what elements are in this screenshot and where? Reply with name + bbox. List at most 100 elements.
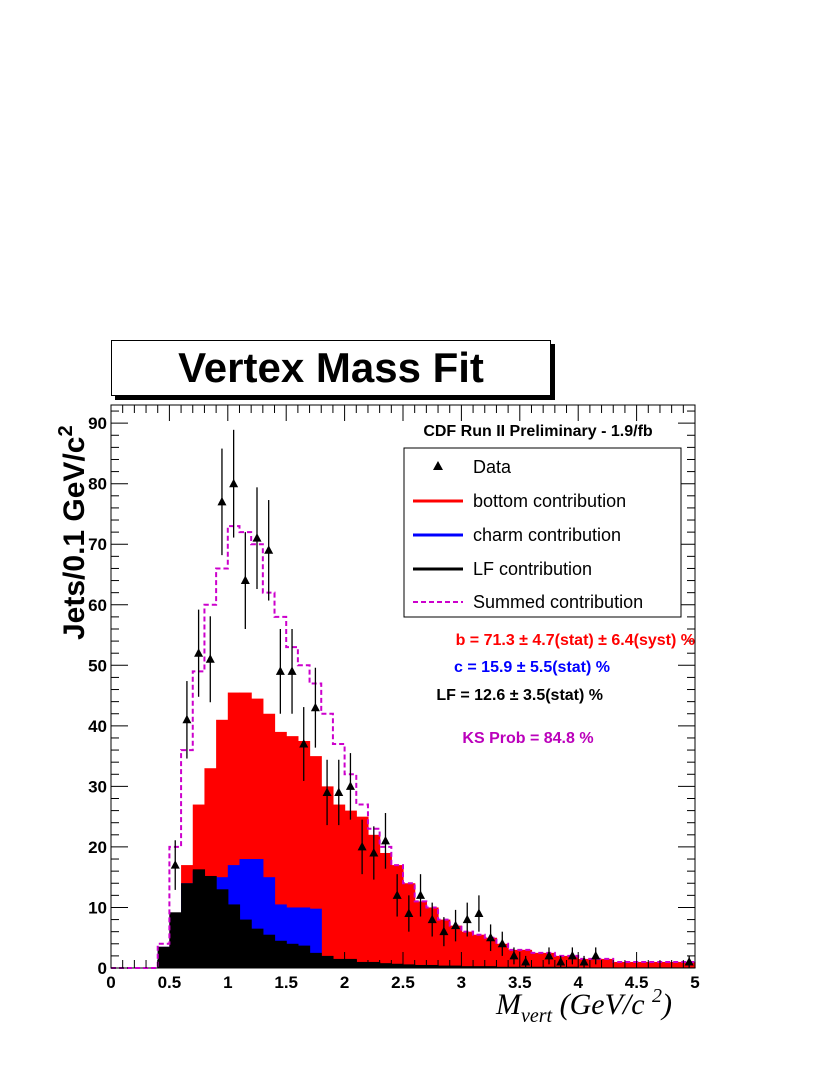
annotation-text: b = 71.3 ± 4.7(stat) ± 6.4(syst) %: [456, 632, 695, 649]
bottom-bar: [332, 804, 346, 968]
bottom-bar: [636, 961, 649, 968]
data-point: [497, 938, 507, 948]
y-tick-label: 60: [88, 596, 107, 615]
y-tick-label: 90: [88, 414, 107, 433]
lf-bar: [379, 963, 392, 968]
lf-bar: [391, 963, 404, 968]
annotation-text: LF = 12.6 ± 3.5(stat) %: [436, 687, 603, 704]
lf-bar: [449, 965, 462, 968]
data-point: [369, 847, 379, 857]
x-tick-label: 2.5: [391, 973, 415, 992]
bottom-bar: [321, 786, 334, 968]
data-point: [275, 666, 285, 675]
data-point: [416, 890, 426, 899]
data-point: [567, 950, 577, 960]
lf-bar: [367, 961, 381, 968]
bottom-bar: [367, 834, 381, 968]
data-point: [509, 950, 519, 960]
data-point: [451, 920, 461, 930]
x-tick-label: 0.5: [158, 973, 182, 992]
lf-bar: [204, 875, 217, 968]
legend-label: charm contribution: [473, 525, 621, 545]
legend-label: Data: [473, 457, 512, 477]
lf-bar: [543, 966, 556, 968]
lf-bar: [636, 967, 649, 968]
data-point: [474, 908, 484, 918]
lf-bar: [484, 966, 498, 968]
lf-bar: [356, 961, 369, 968]
lf-bar: [216, 889, 229, 968]
bottom-bar: [461, 931, 474, 968]
x-axis-label: Mvert (GeV/c 2): [495, 985, 672, 1027]
data-point: [287, 666, 297, 675]
lf-bar: [344, 958, 357, 968]
x-tick-label: 1: [223, 973, 232, 992]
data-point: [310, 702, 320, 712]
x-tick-label: 3.5: [508, 973, 532, 992]
data-point: [380, 835, 390, 845]
data-point: [322, 787, 332, 796]
lf-bar: [508, 966, 521, 968]
annotation-text: KS Prob = 84.8 %: [462, 730, 593, 747]
legend-label: LF contribution: [473, 559, 592, 579]
bottom-bar: [356, 816, 369, 968]
summed-step-line: [111, 525, 695, 969]
x-tick-label: 3: [457, 973, 466, 992]
data-point: [205, 654, 215, 663]
lf-bar: [403, 964, 416, 968]
lf-bar: [181, 883, 194, 968]
data-point: [299, 739, 309, 748]
data-point: [194, 648, 204, 657]
lf-bar: [286, 943, 299, 968]
bottom-bar: [659, 961, 673, 968]
bottom-bar: [344, 810, 357, 968]
lf-bar: [601, 967, 614, 968]
legend-label: Summed contribution: [473, 592, 643, 612]
data-points: [170, 429, 694, 968]
lf-bar: [274, 940, 287, 968]
data-point: [439, 926, 449, 936]
lf-bar: [251, 928, 264, 968]
x-tick-label: 0: [106, 973, 115, 992]
lf-bar: [648, 967, 661, 968]
x-tick-label: 2: [340, 973, 349, 992]
axis-labels: Jets/0.1 GeV/c2 Mvert (GeV/c 2): [55, 425, 672, 1027]
lf-bar: [613, 967, 626, 968]
summed-histogram: [111, 525, 695, 969]
x-tick-label: 1.5: [274, 973, 298, 992]
lf-bar: [321, 955, 334, 968]
bottom-bar: [624, 961, 638, 968]
data-point: [486, 932, 496, 942]
data-point: [521, 956, 531, 966]
bottom-bar: [613, 961, 626, 968]
x-tick-label: 4.5: [625, 973, 649, 992]
lf-bar: [297, 945, 311, 968]
lf-bar: [157, 946, 170, 968]
lf-bar: [438, 965, 451, 968]
y-tick-label: 20: [88, 838, 107, 857]
data-point: [357, 841, 367, 851]
data-point: [556, 956, 566, 966]
bottom-bar: [379, 852, 392, 968]
lf-bar: [473, 966, 486, 968]
data-point: [579, 956, 589, 966]
legend-label: bottom contribution: [473, 491, 626, 511]
y-tick-label: 40: [88, 717, 107, 736]
x-tick-label: 4: [573, 973, 583, 992]
lf-bar: [461, 966, 474, 968]
data-point: [684, 956, 694, 966]
lf-bar: [671, 967, 684, 968]
lf-bar: [309, 952, 322, 968]
bottom-bar: [414, 901, 427, 968]
y-tick-label: 80: [88, 475, 107, 494]
data-point: [427, 914, 437, 924]
histogram-bars: [157, 692, 696, 968]
lf-bar: [624, 967, 638, 968]
lf-bar: [192, 869, 206, 968]
data-point: [240, 575, 250, 585]
y-tick-label: 10: [88, 898, 107, 917]
bottom-bar: [473, 934, 486, 968]
chart-title: Vertex Mass Fit: [111, 340, 551, 396]
legend-marker: [433, 461, 443, 470]
data-point: [334, 787, 344, 796]
